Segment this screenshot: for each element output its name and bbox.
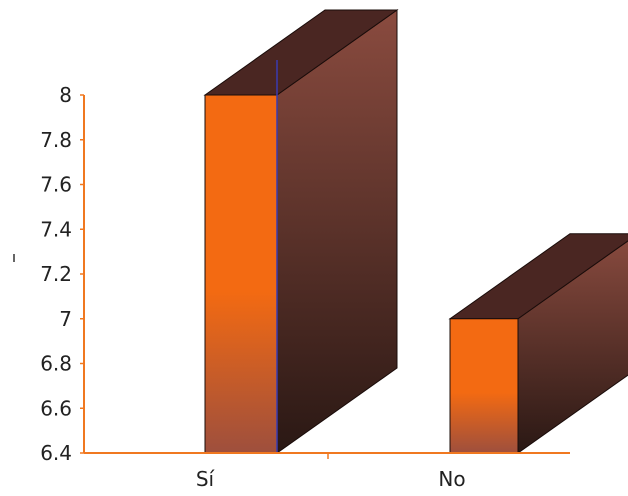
y-tick-label: 6.4 [40, 441, 72, 465]
y-tick-label: 7.8 [40, 128, 72, 152]
y-tick-label: 7.4 [40, 217, 72, 241]
bar-0 [203, 9, 399, 454]
y-tick-label: 6.8 [40, 352, 72, 376]
y-tick-label: 7.2 [40, 262, 72, 286]
category-label-no: No [438, 467, 465, 491]
y-tick-label: 7 [59, 307, 72, 331]
x-category-labels: Sí No [196, 467, 466, 491]
y-tick-label: 7.6 [40, 173, 72, 197]
bars-group [203, 9, 628, 454]
y-tick-labels: 6.4 6.6 6.8 7 7.2 7.4 7.6 7.8 8 [40, 83, 84, 465]
y-tick-label: 6.6 [40, 396, 72, 420]
bar-front-0 [204, 94, 278, 454]
bar-front-1 [449, 318, 519, 454]
category-label-si: Sí [196, 467, 216, 491]
y-tick-label: 8 [59, 83, 72, 107]
bar-1 [448, 233, 628, 454]
